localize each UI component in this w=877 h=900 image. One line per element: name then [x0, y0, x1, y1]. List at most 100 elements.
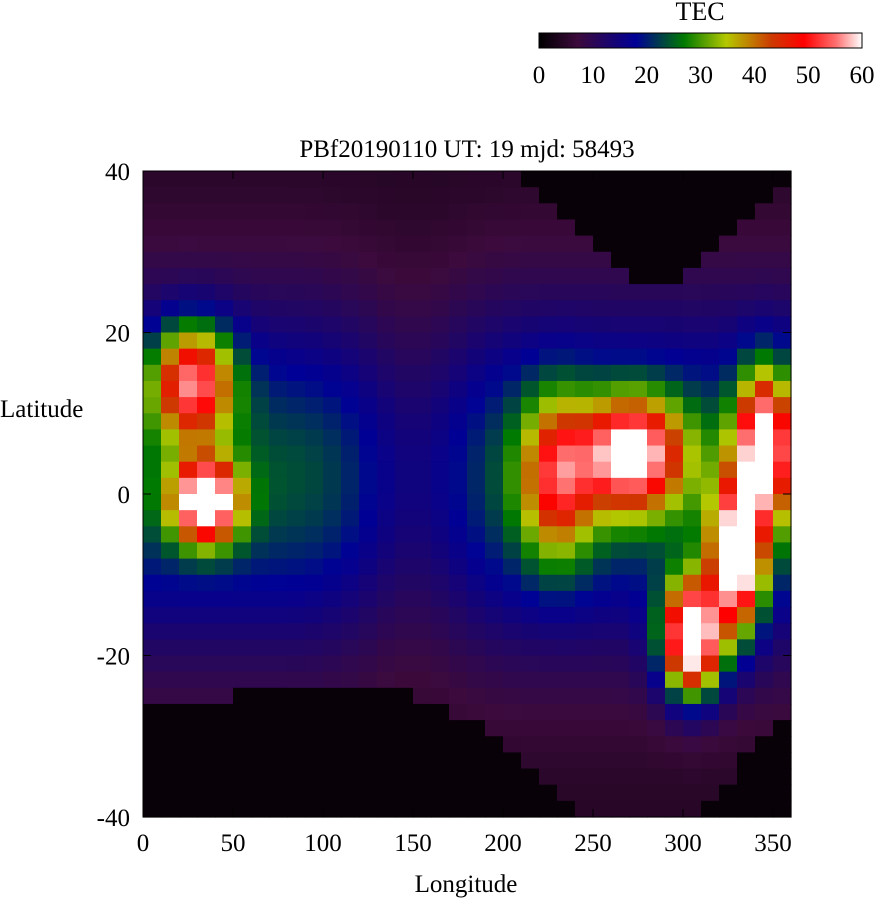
- heatmap-cell: [449, 703, 468, 721]
- heatmap-cell: [179, 607, 198, 624]
- heatmap-cell: [683, 639, 702, 657]
- heatmap-cell: [395, 429, 414, 447]
- heatmap-cell: [377, 461, 396, 479]
- heatmap-cell: [323, 348, 342, 366]
- heatmap-cell: [485, 397, 504, 414]
- heatmap-cell: [683, 413, 702, 430]
- heatmap-cell: [251, 639, 270, 657]
- heatmap-cell: [305, 800, 324, 818]
- heatmap-cell: [665, 687, 684, 705]
- heatmap-cell: [611, 203, 630, 221]
- heatmap-cell: [341, 655, 360, 673]
- heatmap-cell: [287, 461, 306, 479]
- heatmap-cell: [449, 203, 468, 221]
- heatmap-cell: [341, 526, 360, 544]
- heatmap-cell: [539, 251, 558, 269]
- heatmap-cell: [359, 800, 378, 818]
- heatmap-cell: [341, 171, 360, 188]
- heatmap-cell: [755, 752, 774, 770]
- heatmap-cell: [377, 768, 396, 786]
- heatmap-cell: [359, 461, 378, 479]
- heatmap-cell: [557, 187, 576, 204]
- heatmap-cell: [431, 590, 450, 608]
- heatmap-cell: [413, 784, 432, 802]
- heatmap-cell: [611, 574, 630, 592]
- heatmap-cell: [701, 187, 720, 204]
- heatmap-cell: [647, 542, 666, 560]
- heatmap-cell: [755, 655, 774, 673]
- heatmap-cell: [701, 607, 720, 624]
- heatmap-cell: [467, 526, 486, 544]
- heatmap-cell: [197, 300, 216, 317]
- heatmap-cell: [359, 623, 378, 640]
- heatmap-cell: [701, 348, 720, 366]
- heatmap-cell: [755, 364, 774, 382]
- heatmap-cell: [485, 800, 504, 818]
- heatmap-cell: [431, 800, 450, 818]
- heatmap-cell: [233, 380, 252, 398]
- x-tick-label: 100: [304, 830, 342, 857]
- heatmap-cell: [323, 171, 342, 188]
- heatmap-cell: [305, 526, 324, 544]
- heatmap-cell: [449, 316, 468, 334]
- heatmap-cell: [143, 655, 162, 673]
- heatmap-cell: [467, 477, 486, 495]
- heatmap-cell: [431, 542, 450, 560]
- heatmap-cell: [341, 590, 360, 608]
- heatmap-cell: [557, 720, 576, 737]
- y-axis-ticks: 40 20 0 -20 -40: [97, 159, 791, 832]
- heatmap-cell: [395, 639, 414, 657]
- heatmap-cell: [629, 752, 648, 770]
- heatmap-cell: [197, 380, 216, 398]
- heatmap-cell: [647, 187, 666, 204]
- heatmap-cell: [449, 574, 468, 592]
- heatmap-cell: [179, 219, 198, 237]
- x-axis-ticks: 0 50 100 150 200 250 300 350: [137, 171, 792, 857]
- heatmap-cell: [737, 703, 756, 721]
- heatmap-cell: [629, 671, 648, 689]
- heatmap-cell: [179, 187, 198, 204]
- heatmap-cell: [377, 639, 396, 657]
- heatmap-cell: [377, 300, 396, 317]
- heatmap-cell: [647, 800, 666, 818]
- heatmap-cell: [395, 736, 414, 753]
- heatmap-cell: [737, 671, 756, 689]
- heatmap-cell: [431, 526, 450, 544]
- heatmap-cell: [647, 655, 666, 673]
- heatmap-cell: [557, 219, 576, 237]
- heatmap-cell: [539, 655, 558, 673]
- heatmap-cell: [719, 687, 738, 705]
- heatmap-cell: [395, 526, 414, 544]
- heatmap-cell: [629, 187, 648, 204]
- heatmap-cell: [503, 607, 522, 624]
- heatmap-cell: [647, 397, 666, 414]
- heatmap-cell: [377, 203, 396, 221]
- heatmap-cell: [647, 590, 666, 608]
- heatmap-cell: [467, 364, 486, 382]
- heatmap-cell: [701, 429, 720, 447]
- heatmap-cell: [215, 187, 234, 204]
- heatmap-cell: [611, 703, 630, 721]
- heatmap-cell: [665, 461, 684, 479]
- heatmap-cell: [305, 655, 324, 673]
- heatmap-cell: [557, 784, 576, 802]
- heatmap-cell: [431, 461, 450, 479]
- heatmap-cell: [647, 445, 666, 463]
- heatmap-cell: [593, 171, 612, 188]
- heatmap-cell: [485, 219, 504, 237]
- heatmap-cell: [341, 784, 360, 802]
- heatmap-cell: [377, 784, 396, 802]
- heatmap-cell: [539, 784, 558, 802]
- heatmap-cell: [485, 574, 504, 592]
- heatmap-cell: [215, 623, 234, 640]
- heatmap-cell: [665, 607, 684, 624]
- heatmap-cell: [431, 300, 450, 317]
- heatmap-cell: [737, 461, 756, 479]
- heatmap-cell: [539, 397, 558, 414]
- heatmap-cell: [413, 267, 432, 285]
- heatmap-cell: [719, 510, 738, 527]
- heatmap-cell: [197, 720, 216, 737]
- heatmap-cell: [431, 671, 450, 689]
- heatmap-cell: [701, 720, 720, 737]
- heatmap-cell: [701, 623, 720, 640]
